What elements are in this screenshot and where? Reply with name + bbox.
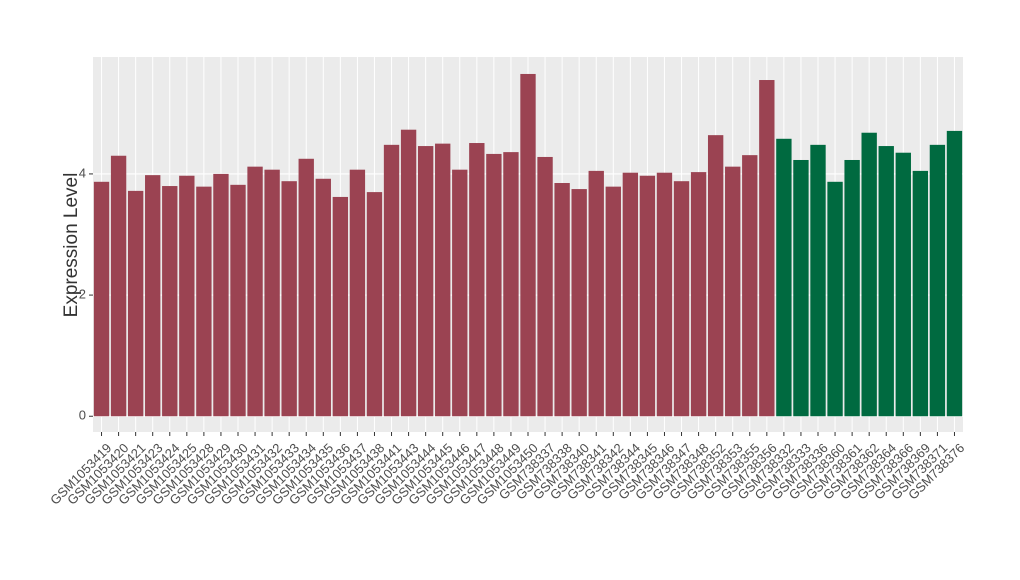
bar: [315, 178, 331, 417]
bar: [656, 172, 673, 417]
bar: [844, 159, 860, 417]
bar: [537, 156, 553, 417]
bar: [895, 152, 911, 417]
bar: [349, 169, 366, 417]
bar: [110, 155, 127, 417]
bar: [264, 169, 280, 417]
bar: [605, 186, 621, 417]
bar: [759, 80, 775, 417]
bar: [554, 183, 570, 417]
bar: [776, 138, 792, 417]
y-tick-label: 4: [79, 165, 86, 180]
bar: [878, 146, 894, 417]
bar: [827, 181, 843, 417]
bar: [946, 130, 963, 417]
bar: [929, 144, 946, 417]
bar: [469, 143, 485, 417]
bar: [281, 181, 297, 417]
bar: [793, 159, 809, 417]
bar: [673, 181, 690, 417]
bar: [417, 146, 434, 417]
y-axis-label: Expression Level: [61, 173, 82, 318]
bar: [707, 135, 724, 417]
bar: [912, 170, 929, 417]
bar: [145, 175, 161, 417]
bar: [127, 190, 144, 417]
y-tick-label: 0: [79, 408, 86, 423]
bar: [486, 153, 502, 417]
bar: [588, 170, 604, 417]
bar: [520, 73, 536, 417]
bar: [725, 166, 741, 417]
bar: [179, 175, 195, 417]
bar: [452, 169, 468, 417]
bar: [622, 172, 639, 417]
bar: [383, 144, 400, 417]
bar: [213, 173, 229, 417]
bar: [639, 175, 656, 417]
bar: [366, 192, 383, 417]
y-tick-label: 2: [79, 287, 86, 302]
bar: [861, 132, 877, 417]
bar: [298, 158, 314, 417]
bar: [571, 189, 587, 417]
bar: [332, 196, 349, 417]
bar: [247, 166, 263, 417]
bar: [162, 186, 178, 417]
bar: [93, 181, 110, 417]
bar: [435, 143, 451, 417]
bar: [810, 144, 826, 417]
bar: [400, 129, 417, 417]
bar: [742, 155, 758, 417]
bar: [196, 186, 212, 417]
bar: [690, 172, 707, 417]
bar: [503, 152, 519, 417]
bar: [230, 184, 246, 417]
